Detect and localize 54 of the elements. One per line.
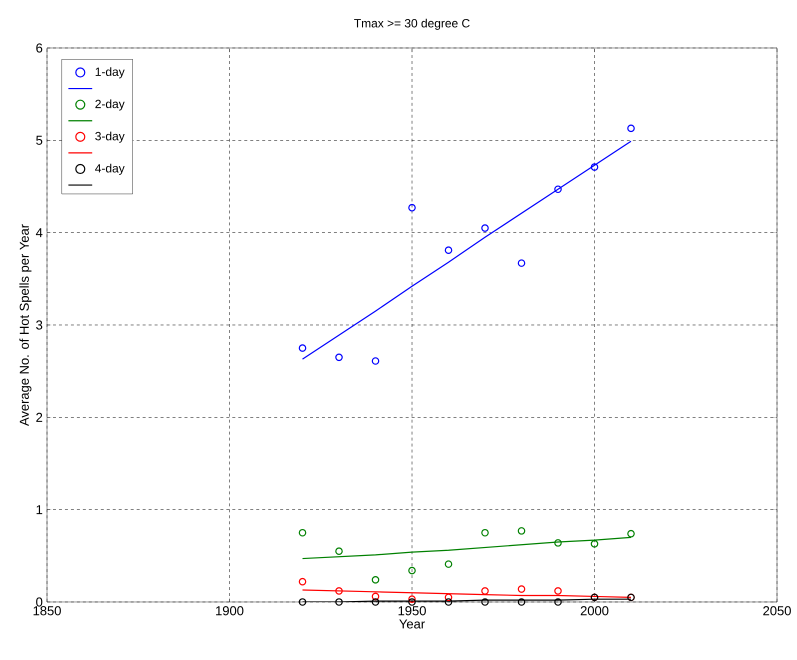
chart-title: Tmax >= 30 degree C — [354, 18, 470, 30]
point — [444, 560, 452, 568]
point — [408, 595, 416, 603]
point — [298, 578, 306, 586]
point — [372, 592, 380, 600]
point — [627, 124, 635, 132]
point — [298, 528, 306, 537]
point — [335, 354, 343, 362]
point — [554, 185, 562, 194]
legend-label: 3-day — [95, 132, 125, 143]
legend-label: 4-day — [95, 164, 125, 175]
point — [335, 598, 343, 606]
point — [518, 598, 526, 606]
point — [481, 224, 489, 232]
y-tick-label: 5 — [36, 136, 42, 145]
point — [372, 357, 380, 365]
point — [444, 246, 452, 254]
x-tick-label: 1900 — [216, 606, 244, 616]
y-tick-label: 2 — [36, 412, 42, 422]
y-tick-label: 4 — [36, 228, 42, 238]
point — [590, 163, 598, 171]
point — [627, 530, 635, 538]
point — [518, 585, 526, 593]
point — [408, 598, 416, 606]
point — [372, 576, 380, 584]
point — [518, 259, 526, 267]
point — [408, 204, 416, 212]
point — [518, 527, 526, 535]
point — [444, 594, 452, 602]
point — [554, 539, 562, 547]
point — [298, 344, 306, 352]
point — [335, 587, 343, 595]
x-tick-label: 2000 — [580, 606, 608, 616]
point — [554, 598, 562, 606]
y-tick-label: 6 — [36, 43, 42, 53]
point — [590, 540, 598, 548]
point — [444, 598, 452, 606]
point — [481, 598, 489, 606]
point — [481, 528, 489, 537]
point — [554, 587, 562, 595]
point — [335, 547, 343, 555]
point — [481, 587, 489, 595]
x-tick-label: 1950 — [398, 606, 426, 616]
x-tick-label: 1850 — [34, 606, 61, 616]
x-axis-title: Year — [399, 620, 425, 629]
x-tick-label: 2050 — [763, 606, 791, 616]
y-tick-label: 1 — [36, 505, 42, 514]
legend-label: 1-day — [96, 67, 125, 78]
legend-label: 2-day — [95, 99, 125, 111]
y-tick-label: 3 — [36, 320, 42, 330]
point — [372, 598, 380, 606]
point — [408, 566, 416, 574]
y-axis-title: Average No. of Hot Spells per Year — [19, 224, 32, 426]
y-tick-label: 0 — [36, 597, 42, 607]
